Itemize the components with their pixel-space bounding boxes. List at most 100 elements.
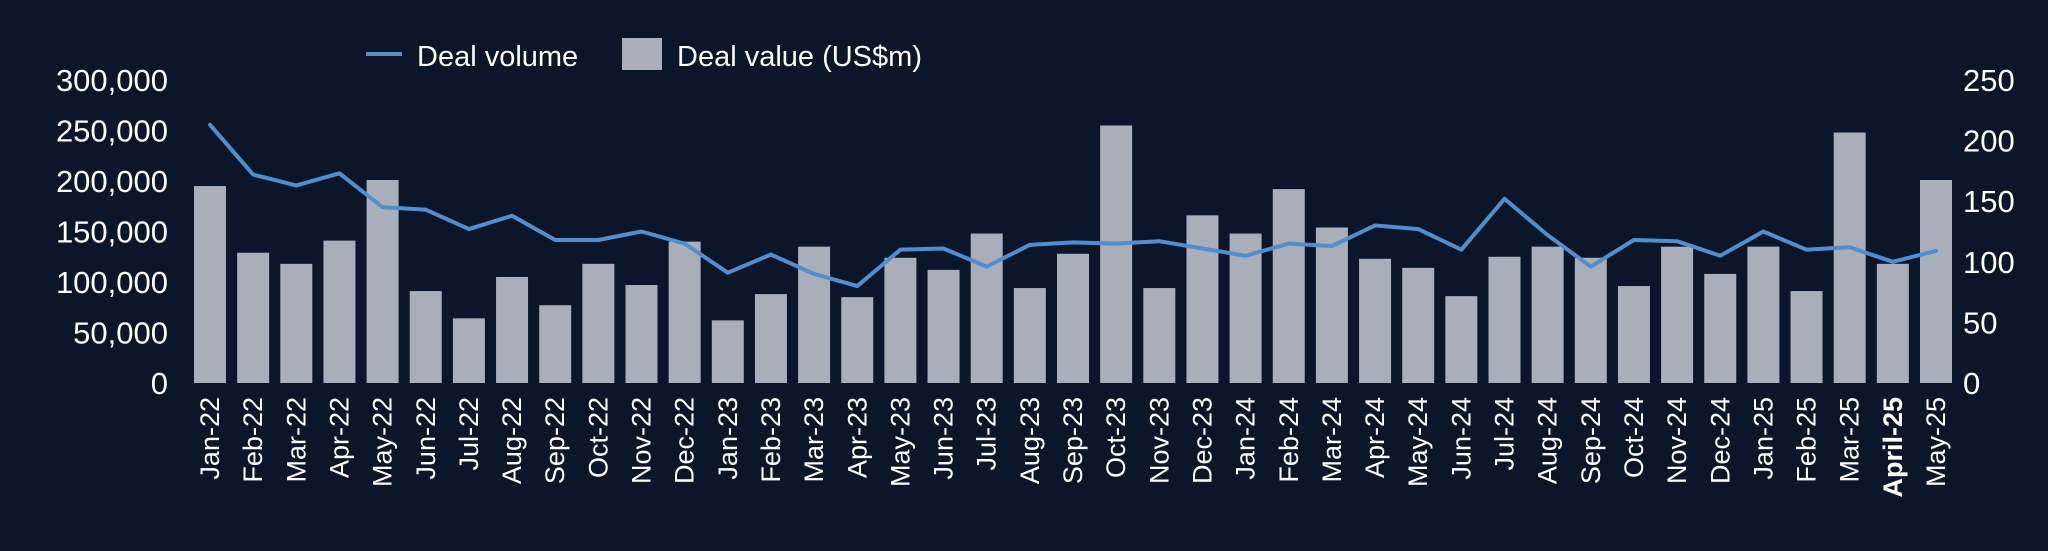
x-tick-label-oct-23: Oct-23: [1101, 397, 1131, 478]
x-axis: Jan-22 Feb-22 Mar-22 Apr-22 May-22 Jun-22 Jul-…: [195, 397, 1951, 498]
left-tick-label: 150,000: [56, 215, 168, 250]
right-tick-label: 0: [1963, 366, 1980, 401]
x-tick-label-may-22: May-22: [368, 397, 398, 487]
x-tick-label-jan-23: Jan-23: [713, 397, 743, 480]
left-tick-label: 300,000: [56, 63, 168, 98]
bar-jun-22: [409, 291, 442, 383]
bar-aug-23: [1013, 288, 1046, 383]
bar-mar-22: [280, 263, 313, 383]
bar-sep-23: [1057, 253, 1089, 383]
bar-nov-24: [1661, 246, 1694, 383]
x-tick-label-mar-22: Mar-22: [281, 397, 311, 483]
bar-apr-24: [1359, 258, 1392, 383]
bar-jan-25: [1747, 246, 1780, 383]
x-tick-label-jun-23: Jun-23: [929, 397, 959, 480]
x-tick-label-aug-23: Aug-23: [1015, 397, 1045, 484]
bar-feb-23: [754, 294, 787, 383]
x-tick-label-nov-23: Nov-23: [1144, 397, 1174, 484]
bar-aug-22: [496, 276, 529, 383]
bar-jan-24: [1229, 233, 1262, 383]
legend-label-deal-value: Deal value (US$m): [677, 41, 922, 73]
x-tick-label-dec-23: Dec-23: [1187, 397, 1217, 484]
left-tick-label: 200,000: [56, 164, 168, 199]
x-tick-label-apr-24: Apr-24: [1360, 397, 1390, 478]
x-tick-label-mar-24: Mar-24: [1317, 397, 1347, 483]
bar-sep-24: [1574, 257, 1607, 383]
bar-jul-22: [452, 318, 485, 383]
x-tick-label-feb-22: Feb-22: [238, 397, 268, 483]
left-tick-label: 250,000: [56, 114, 168, 149]
left-axis: 0 50,000 100,000 150,000 200,000 250,000 300,0…: [56, 63, 168, 401]
bar-jul-24: [1488, 256, 1521, 383]
bar-apr-23: [841, 297, 874, 383]
bar-jul-23: [970, 233, 1003, 383]
x-tick-label-feb-24: Feb-24: [1274, 397, 1304, 483]
right-tick-label: 50: [1963, 305, 1997, 340]
bar-jan-23: [711, 320, 744, 383]
bar-may-24: [1402, 267, 1435, 383]
x-tick-label-aug-24: Aug-24: [1533, 397, 1563, 484]
bar-dec-22: [668, 241, 701, 383]
bar-apr-22: [323, 240, 356, 383]
x-tick-label-april-25: April-25: [1878, 397, 1908, 498]
bar-may-25: [1920, 179, 1952, 383]
bar-oct-23: [1100, 125, 1133, 383]
bar-feb-22: [237, 252, 270, 383]
x-tick-label-jan-25: Jan-25: [1748, 397, 1778, 480]
left-tick-label: 0: [151, 366, 168, 401]
x-tick-label-jul-22: Jul-22: [454, 397, 484, 471]
bar-mar-25: [1833, 132, 1866, 383]
bar-dec-23: [1186, 215, 1219, 383]
bar-mar-24: [1315, 227, 1348, 383]
x-tick-label-may-25: May-25: [1921, 397, 1951, 487]
x-tick-label-nov-24: Nov-24: [1662, 397, 1692, 484]
x-tick-label-feb-25: Feb-25: [1792, 397, 1822, 483]
bar-feb-24: [1272, 189, 1305, 383]
bar-nov-22: [625, 285, 658, 383]
x-tick-label-jul-24: Jul-24: [1490, 397, 1520, 471]
left-tick-label: 100,000: [56, 265, 168, 300]
bar-jun-23: [927, 269, 960, 383]
x-tick-label-sep-22: Sep-22: [540, 397, 570, 484]
x-tick-label-sep-23: Sep-23: [1058, 397, 1088, 484]
bar-aug-24: [1531, 246, 1564, 383]
x-tick-label-jun-22: Jun-22: [411, 397, 441, 480]
x-tick-label-mar-25: Mar-25: [1835, 397, 1865, 483]
bar-jan-22: [194, 186, 226, 383]
right-axis: 0 50 100 150 200 250: [1963, 63, 2015, 401]
bar-may-23: [884, 257, 917, 383]
bar-series-deal-value: [194, 125, 1952, 383]
x-tick-label-may-23: May-23: [885, 397, 915, 487]
bar-sep-22: [539, 305, 572, 383]
x-tick-label-apr-22: Apr-22: [324, 397, 354, 478]
x-tick-label-nov-22: Nov-22: [627, 397, 657, 484]
x-tick-label-dec-24: Dec-24: [1705, 397, 1735, 484]
bar-april-25: [1876, 263, 1909, 383]
legend-swatch-deal-value: [622, 38, 662, 70]
legend-label-deal-volume: Deal volume: [417, 41, 578, 73]
legend: Deal volume Deal value (US$m): [366, 38, 922, 73]
x-tick-label-may-24: May-24: [1403, 397, 1433, 487]
bar-feb-25: [1790, 291, 1823, 383]
left-tick-label: 50,000: [73, 316, 168, 351]
x-tick-label-apr-23: Apr-23: [842, 397, 872, 478]
right-tick-label: 250: [1963, 63, 2015, 98]
x-tick-label-feb-23: Feb-23: [756, 397, 786, 483]
x-tick-label-jan-22: Jan-22: [195, 397, 225, 480]
x-tick-label-oct-22: Oct-22: [583, 397, 613, 478]
bar-oct-24: [1617, 286, 1650, 383]
x-tick-label-sep-24: Sep-24: [1576, 397, 1606, 484]
bar-may-22: [366, 179, 399, 383]
right-tick-label: 150: [1963, 184, 2015, 219]
right-tick-label: 100: [1963, 245, 2015, 280]
x-tick-label-jun-24: Jun-24: [1446, 397, 1476, 480]
line-series-deal-volume: [208, 122, 1938, 289]
x-tick-label-jan-24: Jan-24: [1231, 397, 1261, 480]
bar-oct-22: [582, 263, 615, 383]
bar-dec-24: [1704, 273, 1737, 383]
x-tick-label-mar-23: Mar-23: [799, 397, 829, 483]
x-tick-label-oct-24: Oct-24: [1619, 397, 1649, 478]
bar-nov-23: [1143, 288, 1176, 383]
